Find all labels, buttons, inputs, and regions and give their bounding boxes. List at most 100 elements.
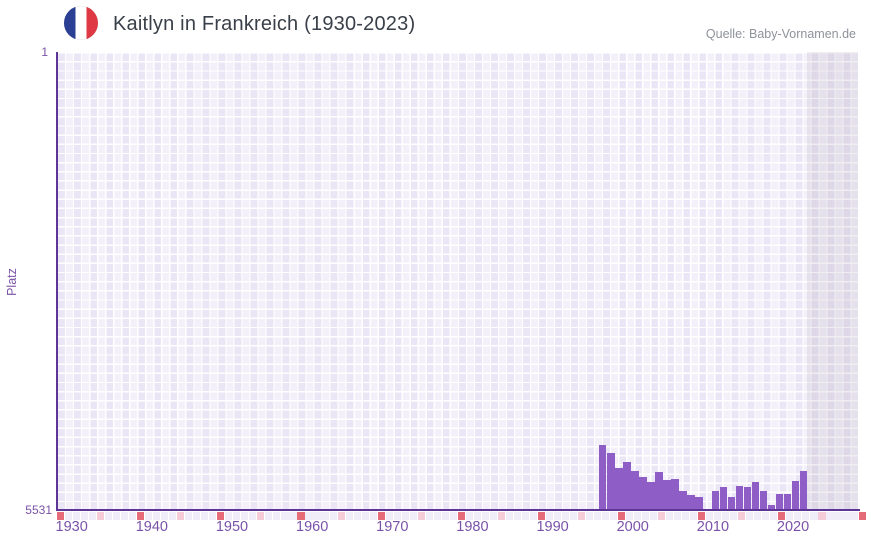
rank-bar-2006[interactable] bbox=[679, 491, 687, 510]
rank-bar-1999[interactable] bbox=[623, 462, 631, 510]
strip-cell bbox=[537, 512, 545, 520]
strip-cell bbox=[369, 512, 377, 520]
rank-bar-2014[interactable] bbox=[743, 487, 751, 510]
rank-bar-2020[interactable] bbox=[791, 481, 799, 510]
source-credit: Quelle: Baby-Vornamen.de bbox=[705, 27, 856, 41]
strip-cell bbox=[353, 512, 361, 520]
strip-cell bbox=[233, 512, 241, 520]
rank-bar-2013[interactable] bbox=[735, 486, 743, 510]
strip-cell bbox=[569, 512, 578, 520]
strip-cell bbox=[529, 512, 537, 520]
strip-cell bbox=[169, 512, 177, 520]
strip-cell bbox=[505, 512, 513, 520]
strip-cell bbox=[321, 512, 329, 520]
strip-cell bbox=[826, 512, 834, 520]
strip-cell bbox=[225, 512, 233, 520]
rank-bar-2019[interactable] bbox=[783, 494, 791, 510]
rank-bar-2016[interactable] bbox=[759, 491, 767, 510]
rank-bar-2000[interactable] bbox=[631, 471, 639, 510]
rank-bar-2017[interactable] bbox=[767, 505, 775, 510]
strip-cell bbox=[858, 512, 866, 520]
year-marker-strip bbox=[0, 512, 873, 520]
strip-cell bbox=[473, 512, 481, 520]
x-tick-label-1940: 1940 bbox=[135, 519, 168, 535]
strip-cell bbox=[818, 512, 826, 520]
strip-cell bbox=[553, 512, 562, 520]
strip-cell bbox=[145, 512, 153, 520]
strip-cell bbox=[105, 512, 113, 520]
strip-cell bbox=[481, 512, 489, 520]
strip-cell bbox=[730, 512, 738, 520]
strip-cell bbox=[289, 512, 297, 520]
rank-bar-2004[interactable] bbox=[663, 480, 671, 510]
strip-cell bbox=[794, 512, 802, 520]
strip-cell bbox=[65, 512, 73, 520]
strip-cell bbox=[73, 512, 81, 520]
strip-cell bbox=[690, 512, 698, 520]
strip-cell bbox=[577, 512, 586, 520]
chart-title: Kaitlyn in Frankreich (1930-2023) bbox=[113, 13, 416, 35]
strip-cell bbox=[417, 512, 425, 520]
strip-cell bbox=[658, 512, 666, 520]
rank-bar-2001[interactable] bbox=[639, 477, 647, 510]
strip-cell bbox=[682, 512, 690, 520]
strip-cell bbox=[57, 512, 65, 520]
x-axis-line bbox=[56, 509, 860, 511]
strip-cell bbox=[121, 512, 129, 520]
strip-cell bbox=[650, 512, 658, 520]
strip-cell bbox=[241, 512, 249, 520]
strip-cell bbox=[698, 512, 706, 520]
strip-cell bbox=[786, 512, 794, 520]
strip-cell bbox=[377, 512, 385, 520]
strip-cell bbox=[449, 512, 457, 520]
plot-area[interactable] bbox=[57, 52, 858, 510]
strip-cell bbox=[345, 512, 353, 520]
strip-cell bbox=[746, 512, 754, 520]
strip-cell bbox=[97, 512, 105, 520]
strip-cell bbox=[81, 512, 89, 520]
x-tick-label-1980: 1980 bbox=[456, 519, 489, 535]
strip-cell bbox=[521, 512, 529, 520]
rank-bar-2005[interactable] bbox=[671, 479, 679, 510]
strip-cell bbox=[177, 512, 185, 520]
strip-cell bbox=[409, 512, 417, 520]
y-axis-bottom-label: 5531 bbox=[25, 503, 52, 517]
rank-bar-2007[interactable] bbox=[687, 495, 695, 510]
rank-bar-1998[interactable] bbox=[615, 468, 623, 510]
rank-bar-2008[interactable] bbox=[695, 497, 703, 510]
rank-bar-2011[interactable] bbox=[719, 487, 727, 510]
strip-cell bbox=[129, 512, 137, 520]
strip-cell bbox=[738, 512, 746, 520]
rank-bar-2010[interactable] bbox=[711, 491, 719, 510]
rank-bar-2002[interactable] bbox=[647, 482, 655, 510]
strip-cell bbox=[722, 512, 730, 520]
rank-bar-2003[interactable] bbox=[655, 472, 663, 510]
rank-bar-2012[interactable] bbox=[727, 497, 735, 510]
rank-bar-1996[interactable] bbox=[599, 445, 607, 510]
strip-cell bbox=[193, 512, 201, 520]
rank-bar-2015[interactable] bbox=[751, 482, 759, 510]
strip-cell bbox=[249, 512, 257, 520]
strip-cell bbox=[153, 512, 161, 520]
x-tick-label-2020: 2020 bbox=[776, 519, 810, 535]
strip-cell bbox=[497, 512, 505, 520]
x-tick-label-1930: 1930 bbox=[55, 519, 88, 535]
strip-cell bbox=[489, 512, 497, 520]
rank-bar-1997[interactable] bbox=[607, 453, 615, 510]
strip-cell bbox=[209, 512, 217, 520]
strip-cell bbox=[634, 512, 642, 520]
strip-cell bbox=[674, 512, 682, 520]
strip-cell bbox=[802, 512, 810, 520]
strip-cell bbox=[257, 512, 265, 520]
strip-cell bbox=[762, 512, 770, 520]
rank-bar-2018[interactable] bbox=[775, 494, 783, 510]
strip-cell bbox=[770, 512, 778, 520]
y-axis-top-label: 1 bbox=[41, 45, 48, 59]
x-tick-label-2010: 2010 bbox=[696, 519, 730, 535]
no-data-highlight-band bbox=[807, 52, 858, 510]
strip-cell bbox=[714, 512, 722, 520]
rank-bar-2021[interactable] bbox=[799, 471, 807, 510]
strip-cell bbox=[441, 512, 449, 520]
france-flag-icon bbox=[64, 6, 98, 40]
